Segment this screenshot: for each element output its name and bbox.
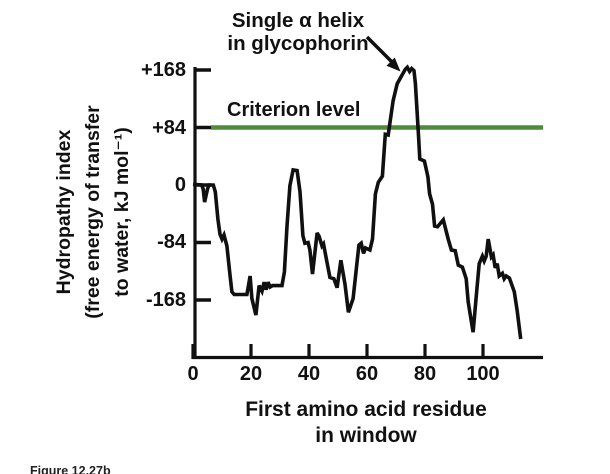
x-tick-label: 0 bbox=[187, 363, 199, 385]
x-tick-label: 80 bbox=[413, 363, 437, 385]
x-tick-label: 20 bbox=[239, 363, 263, 385]
y-tick-label: -168 bbox=[145, 288, 186, 311]
x-axis-title-line: First amino acid residue bbox=[245, 398, 487, 421]
y-tick-label: +84 bbox=[152, 116, 186, 139]
peak-annotation-line: in glycophorin bbox=[227, 32, 369, 55]
y-axis-title-line: to water, kJ mol⁻¹) bbox=[111, 127, 133, 297]
annotation-arrowhead-icon bbox=[386, 57, 401, 72]
x-axis-title: First amino acid residue in window bbox=[215, 397, 517, 449]
y-tick-label: +168 bbox=[140, 59, 186, 81]
peak-annotation: Single α helix in glycophorin bbox=[170, 9, 426, 55]
x-tick-label: 100 bbox=[466, 363, 500, 385]
figure-caption: Figure 12.27b bbox=[30, 464, 111, 474]
y-axis-title-line: Hydropathy index bbox=[53, 129, 75, 295]
x-tick-label: 40 bbox=[297, 363, 321, 385]
y-tick-label: -84 bbox=[157, 231, 186, 254]
annotation-arrow-line bbox=[365, 35, 394, 64]
y-axis-title-line: (free energy of transfer bbox=[82, 105, 104, 319]
peak-annotation-line: Single α helix bbox=[231, 9, 365, 32]
hydropathy-curve bbox=[192, 64, 523, 340]
y-axis-title: Hydropathy index (free energy of transfe… bbox=[50, 57, 140, 367]
x-axis-title-line: in window bbox=[315, 424, 417, 447]
criterion-level-label: Criterion level bbox=[227, 99, 361, 121]
x-tick-label: 60 bbox=[355, 363, 379, 385]
y-tick-label: 0 bbox=[174, 174, 186, 196]
